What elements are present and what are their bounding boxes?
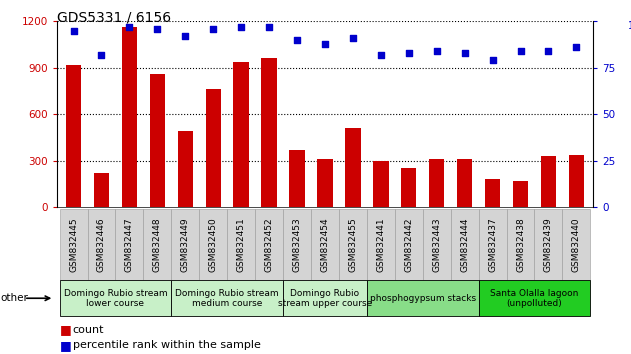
Text: GSM832446: GSM832446	[97, 217, 106, 272]
Bar	[367, 280, 478, 316]
Bar	[115, 209, 143, 280]
Bar	[143, 209, 172, 280]
Bar	[317, 159, 333, 207]
Bar	[290, 150, 305, 207]
Bar	[66, 65, 81, 207]
Bar	[451, 209, 478, 280]
Text: GSM832447: GSM832447	[125, 217, 134, 272]
Point	[124, 24, 134, 30]
Point	[376, 52, 386, 57]
Bar	[199, 209, 227, 280]
Point	[432, 48, 442, 54]
Point	[459, 50, 469, 56]
Text: GSM832453: GSM832453	[293, 217, 302, 272]
Bar	[227, 209, 255, 280]
Text: GSM832450: GSM832450	[209, 217, 218, 272]
Bar	[233, 62, 249, 207]
Bar	[401, 169, 416, 207]
Bar	[172, 280, 283, 316]
Point	[516, 48, 526, 54]
Bar	[345, 128, 360, 207]
Bar	[122, 28, 137, 207]
Bar	[59, 280, 172, 316]
Bar	[485, 179, 500, 207]
Text: GSM832455: GSM832455	[348, 217, 357, 272]
Bar	[478, 280, 591, 316]
Bar	[177, 131, 193, 207]
Bar	[513, 181, 528, 207]
Text: GSM832438: GSM832438	[516, 217, 525, 272]
Text: GSM832454: GSM832454	[321, 217, 329, 272]
Text: other: other	[1, 293, 28, 303]
Bar	[429, 159, 444, 207]
Bar	[373, 161, 389, 207]
Text: 100%: 100%	[628, 21, 631, 31]
Text: GDS5331 / 6156: GDS5331 / 6156	[57, 11, 171, 25]
Bar	[457, 159, 473, 207]
Text: Santa Olalla lagoon
(unpolluted): Santa Olalla lagoon (unpolluted)	[490, 289, 579, 308]
Bar	[261, 58, 277, 207]
Text: count: count	[73, 325, 104, 335]
Text: GSM832451: GSM832451	[237, 217, 245, 272]
Text: phosphogypsum stacks: phosphogypsum stacks	[370, 294, 476, 303]
Bar	[478, 209, 507, 280]
Text: GSM832441: GSM832441	[376, 217, 386, 272]
Bar	[150, 74, 165, 207]
Bar	[94, 173, 109, 207]
Text: GSM832452: GSM832452	[264, 217, 274, 272]
Point	[543, 48, 553, 54]
Text: Domingo Rubio stream
medium course: Domingo Rubio stream medium course	[175, 289, 279, 308]
Text: percentile rank within the sample: percentile rank within the sample	[73, 340, 261, 350]
Text: Domingo Rubio
stream upper course: Domingo Rubio stream upper course	[278, 289, 372, 308]
Point	[320, 41, 330, 46]
Bar	[311, 209, 339, 280]
Point	[69, 28, 79, 33]
Bar	[367, 209, 395, 280]
Bar	[339, 209, 367, 280]
Point	[292, 37, 302, 42]
Text: ■: ■	[60, 324, 72, 336]
Bar	[255, 209, 283, 280]
Point	[571, 45, 581, 50]
Text: ■: ■	[60, 339, 72, 352]
Text: GSM832443: GSM832443	[432, 217, 441, 272]
Text: GSM832449: GSM832449	[181, 217, 190, 272]
Point	[97, 52, 107, 57]
Point	[180, 33, 191, 39]
Point	[404, 50, 414, 56]
Text: GSM832445: GSM832445	[69, 217, 78, 272]
Point	[236, 24, 246, 30]
Bar	[562, 209, 591, 280]
Text: GSM832442: GSM832442	[404, 217, 413, 272]
Text: GSM832448: GSM832448	[153, 217, 162, 272]
Point	[348, 35, 358, 41]
Point	[488, 57, 498, 63]
Bar	[534, 209, 562, 280]
Point	[152, 26, 162, 32]
Text: Domingo Rubio stream
lower course: Domingo Rubio stream lower course	[64, 289, 167, 308]
Bar	[569, 155, 584, 207]
Text: GSM832440: GSM832440	[572, 217, 581, 272]
Point	[264, 24, 274, 30]
Text: GSM832444: GSM832444	[460, 217, 469, 272]
Bar	[507, 209, 534, 280]
Bar	[206, 89, 221, 207]
Bar	[172, 209, 199, 280]
Bar	[59, 209, 88, 280]
Text: GSM832439: GSM832439	[544, 217, 553, 272]
Bar	[395, 209, 423, 280]
Text: GSM832437: GSM832437	[488, 217, 497, 272]
Bar	[88, 209, 115, 280]
Bar	[283, 280, 367, 316]
Bar	[541, 156, 556, 207]
Bar	[423, 209, 451, 280]
Bar	[283, 209, 311, 280]
Point	[208, 26, 218, 32]
